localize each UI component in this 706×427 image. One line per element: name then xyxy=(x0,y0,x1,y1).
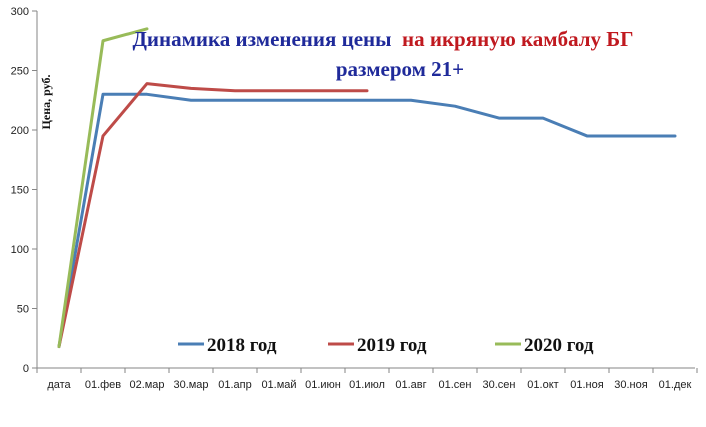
chart-title-part1: Динамика изменения цены xyxy=(132,27,391,51)
x-axis: дата 01.фев 02.мар 30.мар 01.апр 01.май 01.июн… xyxy=(36,367,698,391)
x-tick-label: 30.мар xyxy=(173,379,208,391)
x-tick-label: 01.апр xyxy=(218,379,251,391)
x-tick-label: 01.май xyxy=(261,379,296,391)
y-tick-label: 200 xyxy=(11,125,29,137)
x-tick-label: 01.окт xyxy=(527,379,558,391)
x-tick-label: 01.дек xyxy=(659,379,692,391)
y-tick-label: 100 xyxy=(11,244,29,256)
chart-title-part2: на икряную камбалу БГ xyxy=(402,27,634,51)
series-line-2020-год xyxy=(57,27,149,349)
x-tick-label: 30.ноя xyxy=(614,379,647,391)
y-tick-label: 250 xyxy=(11,66,29,78)
y-tick-label: 0 xyxy=(23,363,29,375)
legend-label: 2020 год xyxy=(524,335,594,356)
legend-label: 2018 год xyxy=(207,335,277,356)
x-tick-label: 01.авг xyxy=(395,379,426,391)
x-tick-label: 30.сен xyxy=(483,379,516,391)
y-tick-label: 50 xyxy=(17,304,29,316)
x-tick-label: 01.июн xyxy=(305,379,341,391)
chart-title-line1: Динамика изменения цены на икряную камба… xyxy=(132,27,633,51)
series-layer xyxy=(57,27,677,349)
y-tick-label: 150 xyxy=(11,185,29,197)
x-tick-label: дата xyxy=(47,379,71,391)
x-tick-label: 01.июл xyxy=(349,379,385,391)
chart-title-line2: размером 21+ xyxy=(336,57,464,81)
legend-label: 2019 год xyxy=(357,335,427,356)
y-tick-label: 300 xyxy=(11,6,29,18)
x-tick-label: 01.ноя xyxy=(570,379,603,391)
series-line-2018-год xyxy=(57,92,677,349)
y-axis: 0 50 100 150 200 250 300 xyxy=(11,6,38,375)
x-tick-label: 01.фев xyxy=(85,379,121,391)
x-tick-label: 02.мар xyxy=(129,379,164,391)
legend: 2018 год 2019 год 2020 год xyxy=(178,335,594,356)
series-line-2019-год xyxy=(57,82,369,349)
x-tick-label: 01.сен xyxy=(439,379,472,391)
y-axis-title: Цена, руб. xyxy=(39,75,53,130)
